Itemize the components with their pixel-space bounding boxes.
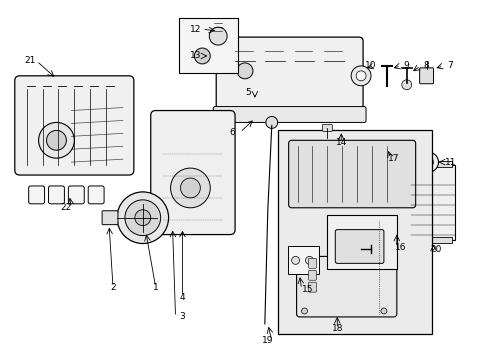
FancyBboxPatch shape [419, 68, 433, 84]
Text: 7: 7 [447, 62, 452, 71]
FancyBboxPatch shape [296, 256, 396, 317]
Text: 13: 13 [189, 51, 201, 60]
Circle shape [46, 130, 66, 150]
FancyBboxPatch shape [308, 270, 316, 280]
FancyBboxPatch shape [150, 111, 235, 235]
Text: 19: 19 [262, 336, 273, 345]
Bar [277, 130, 431, 334]
Text: 1: 1 [153, 283, 158, 292]
Circle shape [380, 308, 386, 314]
Circle shape [237, 63, 252, 79]
Text: 16: 16 [394, 243, 406, 252]
Circle shape [117, 192, 168, 243]
Text: 15: 15 [301, 285, 313, 294]
Text: 4: 4 [179, 293, 185, 302]
Text: 22: 22 [61, 203, 72, 212]
FancyBboxPatch shape [15, 76, 134, 175]
Circle shape [301, 308, 307, 314]
Circle shape [135, 210, 150, 226]
Text: 14: 14 [335, 138, 346, 147]
FancyBboxPatch shape [213, 107, 366, 122]
Text: 12: 12 [189, 25, 201, 34]
Bar [326, 215, 396, 269]
FancyBboxPatch shape [308, 258, 316, 268]
Text: 10: 10 [365, 62, 376, 71]
FancyBboxPatch shape [288, 140, 415, 208]
Circle shape [39, 122, 74, 158]
Circle shape [380, 264, 386, 269]
Circle shape [170, 168, 210, 208]
Circle shape [124, 200, 161, 235]
Text: 18: 18 [331, 324, 342, 333]
FancyBboxPatch shape [322, 125, 332, 131]
Bar [178, 18, 238, 73]
FancyBboxPatch shape [48, 186, 64, 204]
FancyBboxPatch shape [308, 282, 316, 292]
FancyBboxPatch shape [216, 37, 362, 109]
Circle shape [265, 117, 277, 129]
Bar [287, 247, 319, 274]
Circle shape [418, 152, 438, 172]
FancyBboxPatch shape [335, 230, 383, 264]
Text: 6: 6 [229, 128, 235, 137]
Circle shape [423, 157, 433, 167]
Text: 17: 17 [387, 154, 399, 163]
Text: 9: 9 [403, 62, 409, 71]
Circle shape [301, 264, 307, 269]
Text: 21: 21 [24, 57, 35, 66]
Circle shape [209, 27, 226, 45]
Text: 5: 5 [244, 88, 250, 97]
Circle shape [355, 71, 366, 81]
Bar [413, 161, 451, 167]
Text: 2: 2 [110, 283, 116, 292]
Circle shape [350, 66, 370, 86]
Circle shape [180, 178, 200, 198]
FancyBboxPatch shape [88, 186, 104, 204]
Text: 11: 11 [444, 158, 455, 167]
Circle shape [194, 48, 210, 64]
Circle shape [291, 256, 299, 264]
Circle shape [305, 256, 313, 264]
Circle shape [401, 80, 411, 90]
FancyBboxPatch shape [68, 186, 84, 204]
Bar [410, 165, 454, 239]
FancyBboxPatch shape [29, 186, 44, 204]
Text: 3: 3 [179, 312, 185, 321]
Text: 20: 20 [430, 245, 441, 254]
Bar [413, 237, 451, 243]
Text: 8: 8 [423, 62, 428, 71]
FancyBboxPatch shape [102, 211, 118, 225]
